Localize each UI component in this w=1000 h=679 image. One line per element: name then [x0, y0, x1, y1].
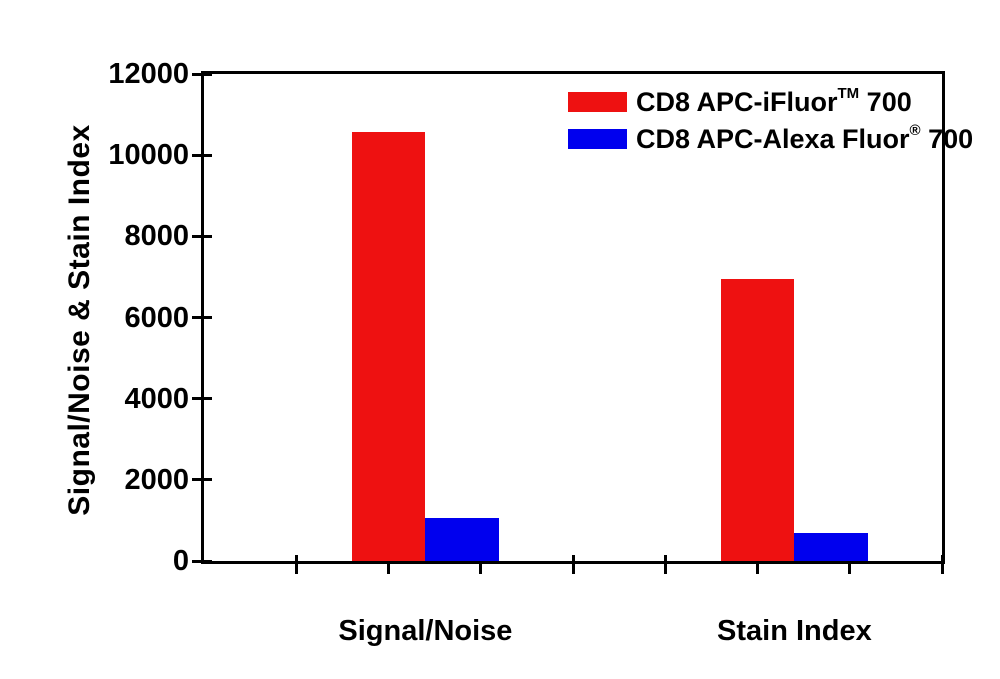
y-axis-tick-label: 8000 — [124, 220, 189, 253]
y-axis-tick — [192, 478, 212, 482]
y-axis-tick — [192, 153, 212, 157]
y-axis-title: Signal/Noise & Stain Index — [63, 124, 96, 516]
bar-stain-index-cd8-apc-alexa-fluor-700 — [794, 533, 869, 561]
legend-label: CD8 APC-iFluorTM 700 — [636, 85, 912, 117]
x-category-label-stain-index: Stain Index — [717, 615, 872, 647]
y-axis-tick — [192, 234, 212, 238]
bar-stain-index-cd8-apc-ifluor-700 — [720, 279, 795, 561]
y-axis-tick — [192, 397, 212, 401]
x-axis-tick — [940, 555, 944, 574]
x-category-label-signal-noise: Signal/Noise — [338, 615, 513, 647]
y-axis-tick-label: 4000 — [124, 382, 189, 415]
legend-entry: CD8 APC-Alexa Fluor® 700 — [568, 122, 974, 154]
legend-superscript: ® — [909, 122, 921, 139]
y-axis-tick — [192, 316, 212, 319]
y-axis-tick-label: 2000 — [124, 463, 189, 496]
legend-label: CD8 APC-Alexa Fluor® 700 — [636, 122, 974, 154]
legend-entry: CD8 APC-iFluorTM 700 — [568, 85, 973, 117]
bar-signal-noise-cd8-apc-ifluor-700 — [351, 132, 426, 561]
x-axis-tick — [387, 555, 390, 574]
plot-area: CD8 APC-iFluorTM 700 CD8 APC-Alexa Fluor®… — [108, 58, 973, 647]
x-axis-tick — [479, 555, 483, 574]
y-axis-tick-label: 10000 — [108, 139, 189, 172]
legend: CD8 APC-iFluorTM 700 CD8 APC-Alexa Fluor®… — [568, 85, 974, 161]
y-axis-tick-label: 12000 — [108, 58, 189, 90]
y-axis-tick — [192, 559, 212, 563]
x-axis-tick — [294, 555, 298, 574]
y-axis-tick-label: 0 — [172, 545, 189, 577]
y-axis-tick — [192, 72, 212, 76]
y-axis-tick-label: 6000 — [124, 301, 189, 334]
x-axis-tick — [756, 555, 759, 574]
legend-superscript: TM — [837, 85, 860, 102]
red-swatch — [568, 92, 627, 112]
x-axis-tick — [663, 555, 667, 574]
x-axis-tick — [571, 555, 575, 574]
x-axis-tick — [848, 555, 852, 574]
blue-swatch — [568, 129, 627, 149]
bar-signal-noise-cd8-apc-alexa-fluor-700 — [425, 518, 500, 561]
